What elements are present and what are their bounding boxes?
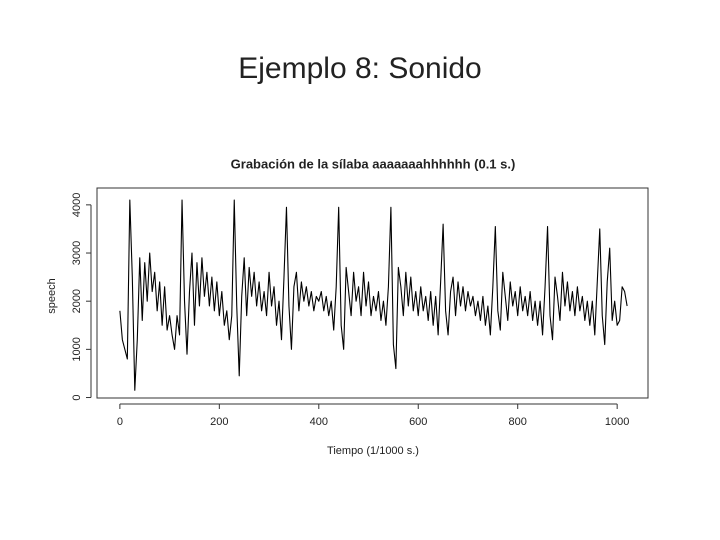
y-tick-label: 1000 xyxy=(71,337,83,361)
x-tick-label: 400 xyxy=(310,416,328,428)
y-tick-label: 0 xyxy=(71,394,83,400)
x-tick-label: 0 xyxy=(117,416,123,428)
y-axis-label: speech xyxy=(46,278,58,313)
slide-title: Ejemplo 8: Sonido xyxy=(238,52,482,85)
y-tick-label: 2000 xyxy=(71,289,83,313)
y-tick-label: 3000 xyxy=(71,241,83,265)
x-tick-label: 800 xyxy=(509,416,527,428)
chart-title: Grabación de la sílaba aaaaaaahhhhhh (0.… xyxy=(231,156,516,171)
y-tick-label: 4000 xyxy=(71,193,83,217)
waveform-line xyxy=(119,199,628,391)
x-tick-label: 600 xyxy=(409,416,427,428)
x-tick-label: 1000 xyxy=(605,416,629,428)
x-tick-label: 200 xyxy=(210,416,228,428)
plot-box xyxy=(96,187,649,399)
x-axis-label: Tiempo (1/1000 s.) xyxy=(327,445,419,457)
